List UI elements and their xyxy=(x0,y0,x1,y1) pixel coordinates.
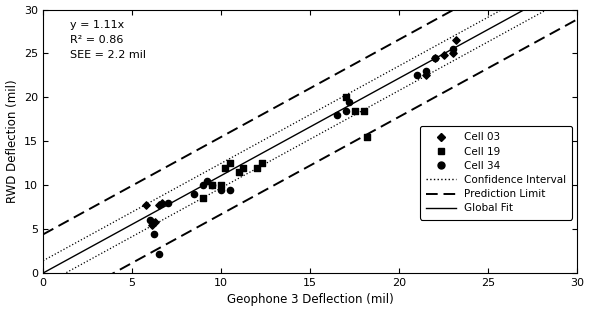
X-axis label: Geophone 3 Deflection (mil): Geophone 3 Deflection (mil) xyxy=(227,294,394,306)
Point xyxy=(341,108,350,113)
Point xyxy=(225,161,235,166)
Point xyxy=(145,218,155,223)
Point xyxy=(199,196,208,201)
Point xyxy=(332,112,342,117)
Point xyxy=(252,165,261,170)
Point xyxy=(430,55,440,60)
Point xyxy=(359,108,368,113)
Point xyxy=(430,55,440,60)
Point xyxy=(238,165,247,170)
Point xyxy=(208,183,217,188)
Point xyxy=(220,165,230,170)
Point xyxy=(142,202,151,207)
Point xyxy=(217,187,226,192)
Point xyxy=(158,200,167,205)
Point xyxy=(202,178,212,183)
Point xyxy=(257,161,267,166)
Point xyxy=(163,200,172,205)
Point xyxy=(341,95,350,100)
Point xyxy=(451,38,461,43)
Point xyxy=(199,183,208,188)
Point xyxy=(149,231,158,236)
Point xyxy=(150,220,160,225)
Point xyxy=(448,51,457,56)
Point xyxy=(234,169,244,174)
Point xyxy=(217,183,226,188)
Point xyxy=(154,251,163,256)
Legend: Cell 03, Cell 19, Cell 34, Confidence Interval, Prediction Limit, Global Fit: Cell 03, Cell 19, Cell 34, Confidence In… xyxy=(420,126,572,220)
Point xyxy=(154,202,163,207)
Point xyxy=(439,53,448,58)
Point xyxy=(350,108,359,113)
Point xyxy=(421,73,431,78)
Y-axis label: RWD Deflection (mil): RWD Deflection (mil) xyxy=(5,80,18,203)
Point xyxy=(362,134,372,139)
Text: y = 1.11x
R² = 0.86
SEE = 2.2 mil: y = 1.11x R² = 0.86 SEE = 2.2 mil xyxy=(70,20,146,60)
Point xyxy=(345,99,354,104)
Point xyxy=(225,187,235,192)
Point xyxy=(421,69,431,74)
Point xyxy=(190,192,199,197)
Point xyxy=(147,222,156,227)
Point xyxy=(208,183,217,188)
Point xyxy=(448,46,457,51)
Point xyxy=(412,73,422,78)
